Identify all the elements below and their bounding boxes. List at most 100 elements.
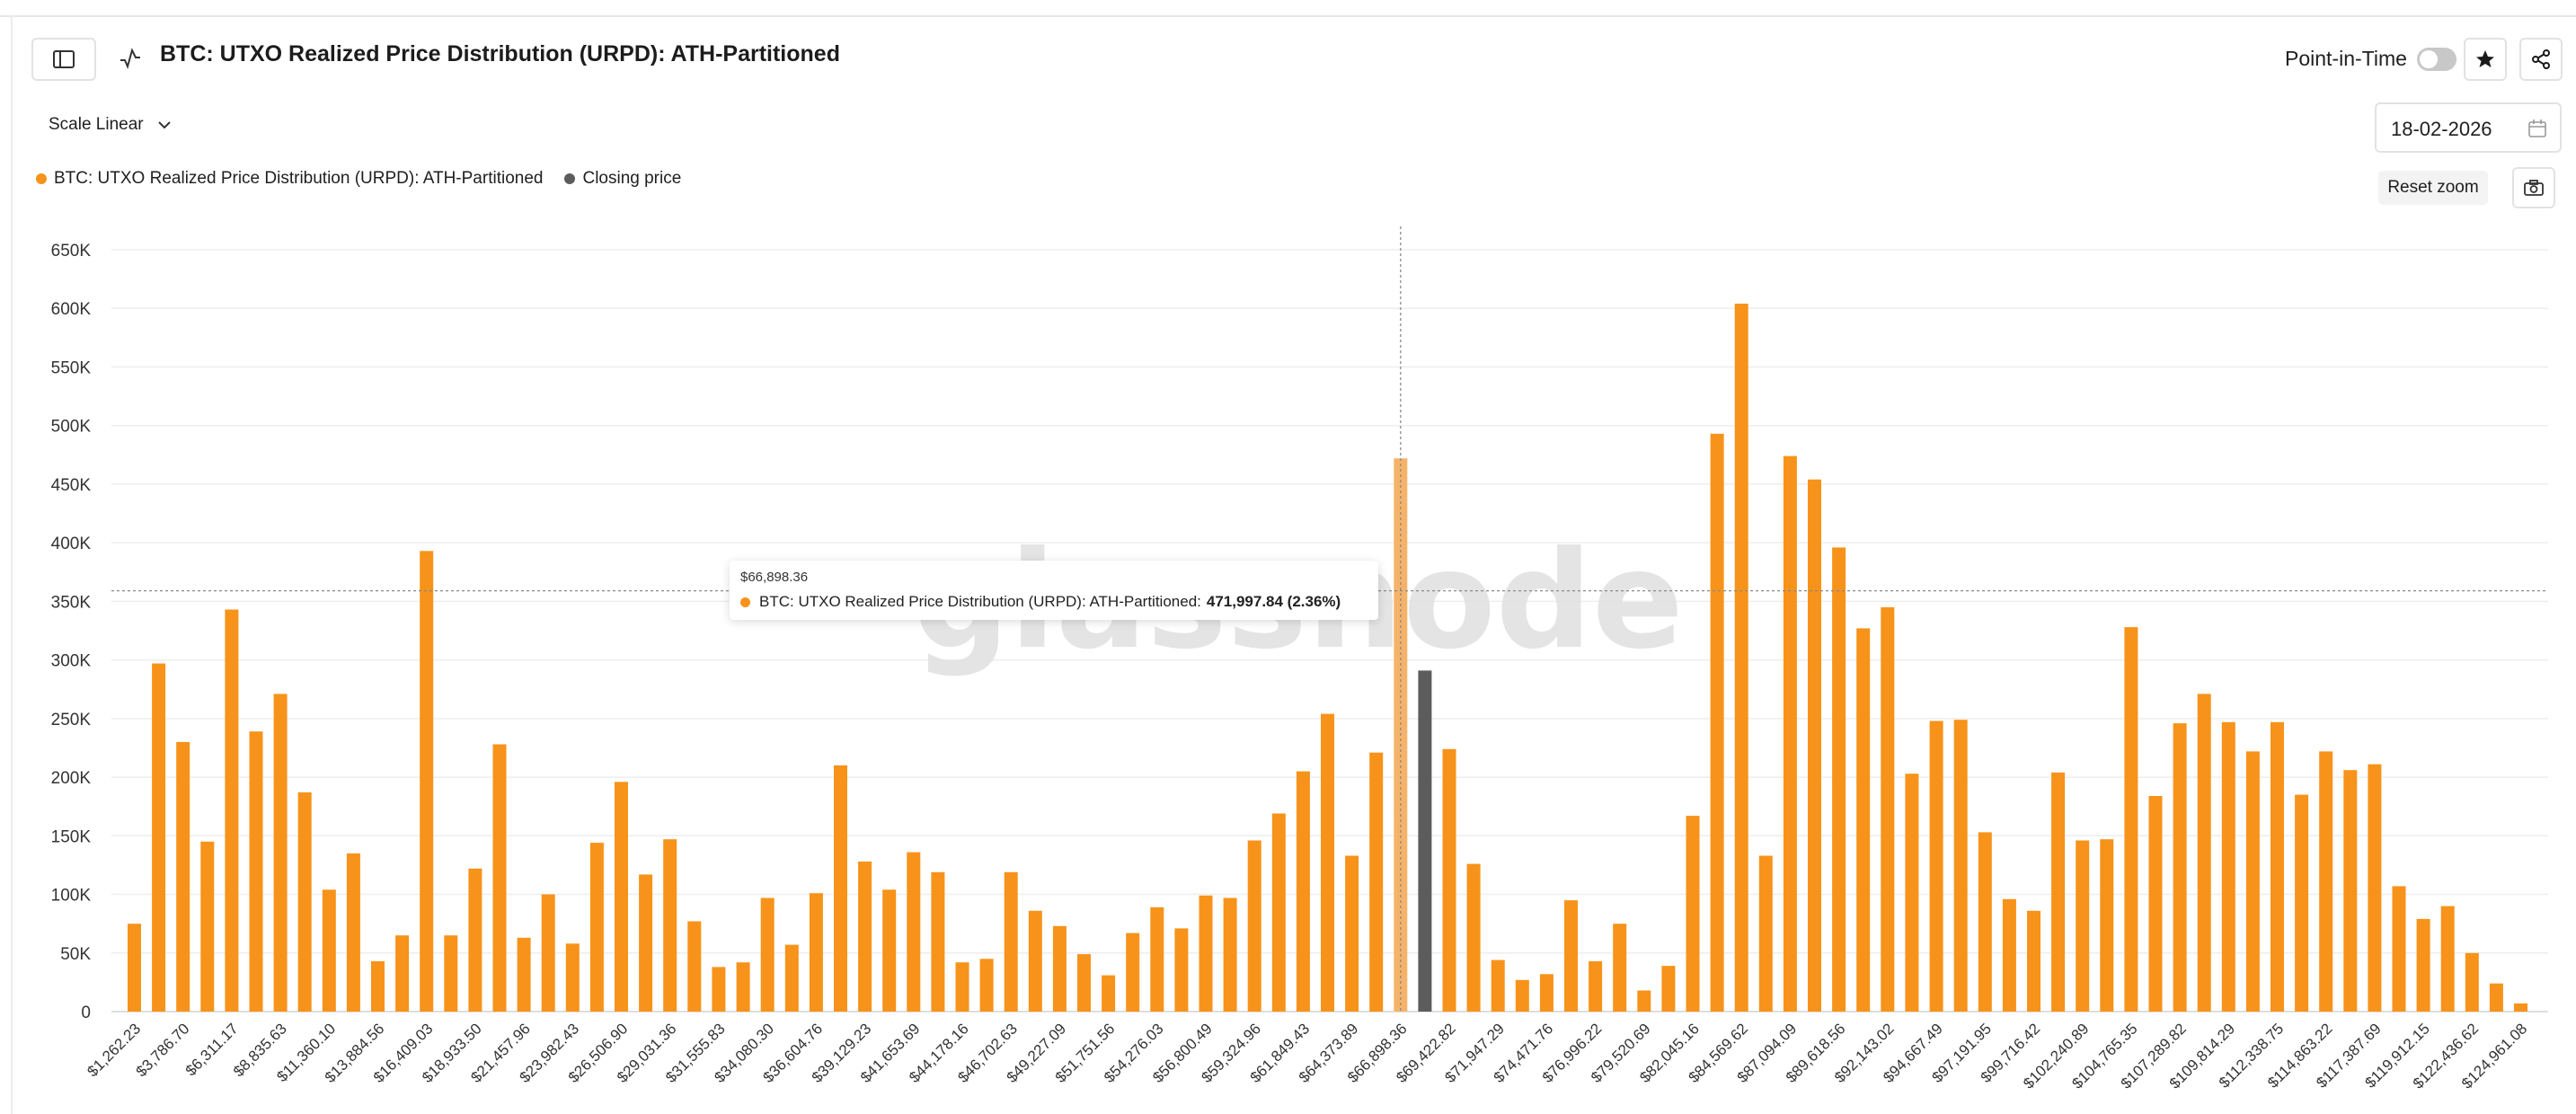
urpd-bar[interactable] (1808, 479, 1821, 1012)
urpd-bar[interactable] (1345, 855, 1359, 1012)
urpd-bar[interactable] (1758, 855, 1773, 1012)
urpd-bar[interactable] (858, 862, 872, 1012)
urpd-bar[interactable] (1004, 871, 1018, 1012)
urpd-bar[interactable] (1832, 547, 1846, 1012)
urpd-bar[interactable] (979, 959, 994, 1012)
urpd-bar[interactable] (712, 967, 726, 1012)
urpd-bar[interactable] (615, 782, 628, 1012)
urpd-bar[interactable] (1174, 928, 1189, 1012)
urpd-bar[interactable] (1466, 863, 1481, 1012)
urpd-bar[interactable] (2392, 886, 2406, 1012)
legend-item-urpd[interactable]: BTC: UTXO Realized Price Distribution (U… (36, 169, 543, 189)
urpd-bar[interactable] (1978, 832, 1992, 1012)
urpd-bar[interactable] (1905, 774, 1919, 1012)
urpd-bar[interactable] (1589, 960, 1603, 1012)
urpd-bar[interactable] (809, 893, 823, 1012)
urpd-bar[interactable] (1223, 897, 1237, 1012)
urpd-bar[interactable] (1296, 771, 1310, 1012)
urpd-bar[interactable] (639, 874, 653, 1012)
urpd-bar[interactable] (1710, 433, 1724, 1012)
reset-zoom-button[interactable]: Reset zoom (2378, 171, 2488, 205)
urpd-bar[interactable] (2295, 794, 2309, 1012)
urpd-bar[interactable] (2514, 1003, 2527, 1012)
urpd-bar[interactable] (1247, 840, 1261, 1012)
urpd-bar[interactable] (322, 889, 336, 1012)
urpd-bar[interactable] (444, 935, 458, 1012)
urpd-bar[interactable] (1686, 816, 1700, 1012)
urpd-bar[interactable] (2173, 723, 2187, 1012)
urpd-bar[interactable] (2197, 694, 2211, 1012)
urpd-bar[interactable] (1442, 748, 1456, 1012)
urpd-bar[interactable] (2319, 751, 2333, 1012)
urpd-bar[interactable] (517, 937, 531, 1012)
urpd-bar[interactable] (1539, 974, 1554, 1012)
urpd-bar[interactable] (1199, 895, 1213, 1012)
urpd-bar[interactable] (2489, 983, 2503, 1012)
urpd-bar[interactable] (1953, 720, 1968, 1012)
urpd-bar[interactable] (1929, 721, 1943, 1012)
urpd-bar[interactable] (2148, 796, 2163, 1012)
urpd-bar[interactable] (1491, 959, 1505, 1012)
point-in-time-toggle[interactable] (2417, 48, 2456, 71)
share-button[interactable] (2519, 38, 2563, 81)
urpd-bar[interactable] (2002, 898, 2016, 1012)
urpd-bar[interactable] (1515, 979, 1529, 1012)
urpd-bar[interactable] (468, 868, 482, 1012)
urpd-bar[interactable] (589, 843, 604, 1012)
urpd-bar[interactable] (1734, 304, 1748, 1012)
urpd-bar[interactable] (128, 924, 141, 1012)
urpd-bar[interactable] (225, 609, 239, 1012)
favorite-button[interactable] (2464, 38, 2507, 81)
urpd-bar[interactable] (2245, 751, 2260, 1012)
urpd-bar[interactable] (176, 741, 190, 1012)
urpd-bar[interactable] (955, 962, 969, 1012)
urpd-bar[interactable] (2221, 721, 2235, 1012)
urpd-bar[interactable] (1881, 606, 1895, 1012)
urpd-bar[interactable] (1150, 906, 1164, 1012)
urpd-bar[interactable] (371, 960, 385, 1012)
urpd-bar[interactable] (1052, 925, 1067, 1012)
urpd-bar[interactable] (2027, 910, 2040, 1012)
urpd-bar[interactable] (1783, 455, 1797, 1012)
screenshot-button[interactable] (2512, 167, 2555, 208)
urpd-bar[interactable] (249, 731, 263, 1012)
urpd-bar[interactable] (834, 765, 847, 1012)
urpd-bar[interactable] (273, 694, 288, 1012)
urpd-bar[interactable] (2051, 772, 2066, 1012)
urpd-bar[interactable] (2076, 840, 2090, 1012)
urpd-bar[interactable] (931, 871, 945, 1012)
urpd-bar[interactable] (2416, 918, 2430, 1012)
urpd-bar[interactable] (882, 889, 897, 1012)
urpd-bar[interactable] (1856, 628, 1871, 1012)
urpd-bar[interactable] (1271, 813, 1286, 1012)
urpd-bar[interactable] (541, 894, 555, 1012)
urpd-bar[interactable] (420, 551, 434, 1012)
urpd-bar[interactable] (1077, 954, 1091, 1012)
urpd-bar[interactable] (346, 853, 360, 1012)
urpd-bar[interactable] (760, 897, 775, 1012)
urpd-bar-chart[interactable]: glassnode 050K100K150K200K250K300K350K40… (0, 216, 2576, 1114)
sidebar-toggle-button[interactable] (31, 38, 96, 81)
urpd-bar[interactable] (1564, 900, 1578, 1012)
urpd-bar[interactable] (663, 839, 677, 1012)
legend-item-closing-price[interactable]: Closing price (564, 169, 681, 189)
urpd-bar[interactable] (2368, 764, 2382, 1012)
urpd-bar[interactable] (2465, 952, 2479, 1012)
urpd-bar[interactable] (1661, 966, 1676, 1012)
urpd-bar[interactable] (2343, 770, 2358, 1012)
urpd-bar[interactable] (2440, 906, 2455, 1012)
urpd-bar[interactable] (2271, 721, 2284, 1012)
urpd-bar[interactable] (1637, 990, 1651, 1012)
urpd-bar[interactable] (297, 792, 312, 1012)
urpd-bar[interactable] (2100, 839, 2114, 1012)
urpd-bar[interactable] (492, 744, 507, 1012)
scale-select[interactable]: Scale Linear (49, 115, 172, 135)
urpd-bar[interactable] (736, 962, 750, 1012)
urpd-bar[interactable] (1369, 752, 1384, 1012)
urpd-bar[interactable] (687, 921, 702, 1012)
urpd-bar[interactable] (565, 943, 580, 1012)
urpd-bar[interactable] (1028, 910, 1042, 1012)
urpd-bar[interactable] (1126, 933, 1140, 1012)
urpd-bar[interactable] (907, 852, 921, 1012)
urpd-bar[interactable] (784, 944, 799, 1012)
